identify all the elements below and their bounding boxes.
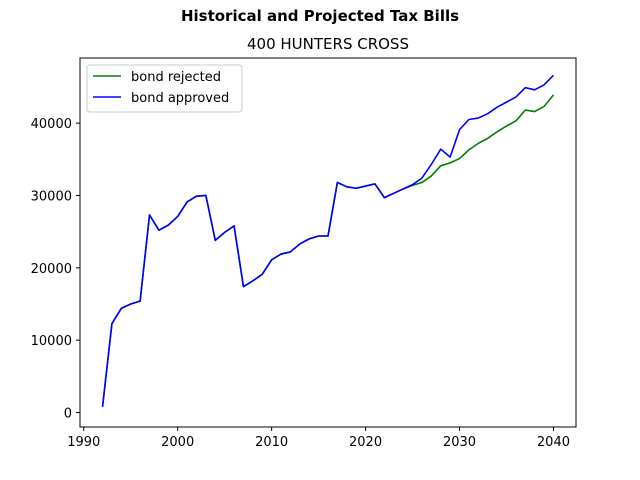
- y-axis: 0 10000 20000 30000 40000: [31, 117, 80, 422]
- y-tick-label: 20000: [31, 262, 72, 277]
- y-tick-label: 30000: [31, 189, 72, 204]
- x-tick-label: 2020: [349, 435, 382, 450]
- plot-area: [79, 57, 577, 428]
- series-line-bond-approved: [101, 74, 555, 407]
- x-tick-label: 2000: [161, 435, 194, 450]
- y-tick-label: 0: [64, 407, 72, 422]
- y-tick-label: 10000: [31, 334, 72, 349]
- legend-box: [86, 64, 243, 113]
- x-tick-label: 2040: [537, 435, 570, 450]
- series-layer: [101, 74, 555, 407]
- axes-frame: [79, 57, 577, 428]
- x-axis: 1990 2000 2010 2020 2030 2040: [67, 427, 570, 450]
- x-tick-label: 2030: [443, 435, 476, 450]
- chart-title: Historical and Projected Tax Bills: [181, 7, 459, 25]
- chart-subtitle: 400 HUNTERS CROSS: [247, 35, 409, 53]
- x-tick-label: 1990: [67, 435, 100, 450]
- legend: bond rejected bond approved: [86, 64, 243, 113]
- legend-label-bond-approved: bond approved: [131, 91, 229, 106]
- legend-label-bond-rejected: bond rejected: [131, 70, 221, 85]
- y-tick-label: 40000: [31, 117, 72, 132]
- x-tick-label: 2010: [255, 435, 288, 450]
